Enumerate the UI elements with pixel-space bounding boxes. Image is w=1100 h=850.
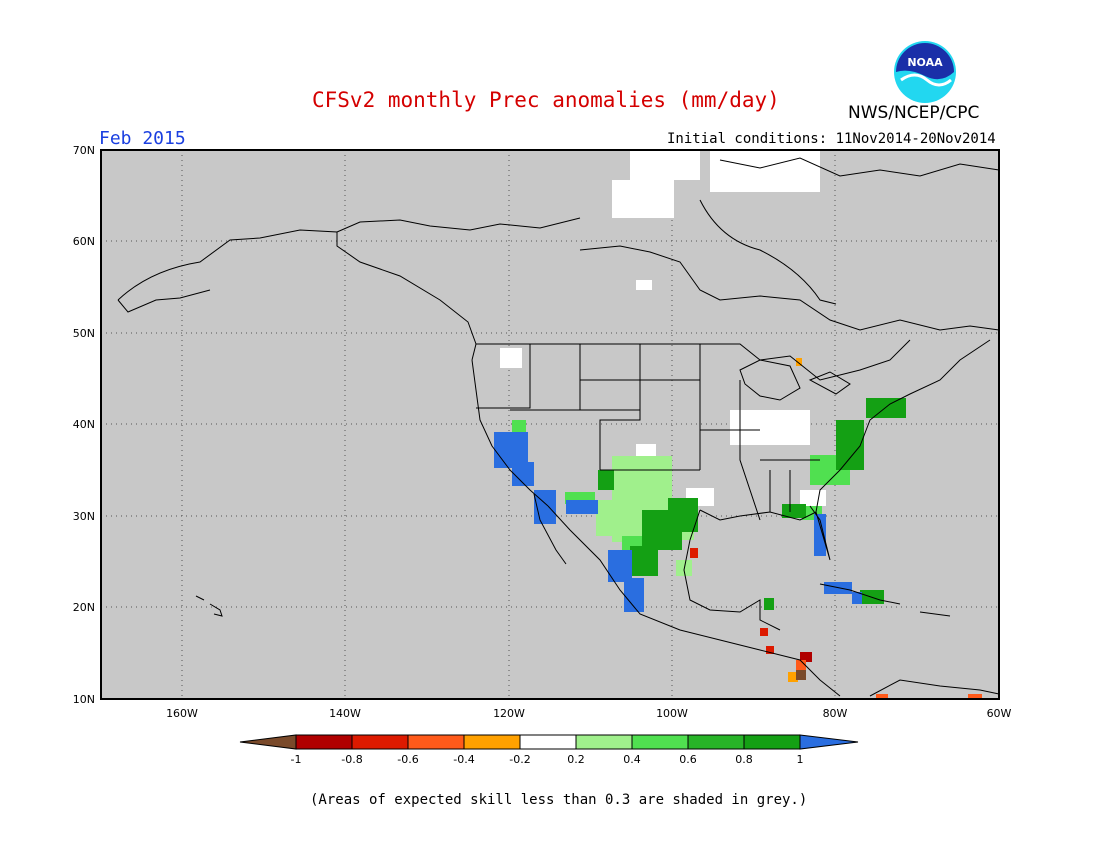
colorbar-label: -0.6	[397, 753, 418, 766]
colorbar-box	[743, 734, 801, 750]
colorbar-label: 0.6	[679, 753, 697, 766]
anomaly-blue-areas	[494, 432, 862, 612]
longitude-labels: 160W 140W 120W 100W 80W 60W	[166, 707, 1011, 720]
colorbar	[239, 734, 859, 750]
initial-conditions-label: Initial conditions: 11Nov2014-20Nov2014	[667, 131, 996, 147]
lat-label: 20N	[73, 601, 95, 614]
skill-footnote: (Areas of expected skill less than 0.3 a…	[310, 792, 808, 808]
map-background	[101, 150, 999, 699]
colorbar-label: 1	[797, 753, 804, 766]
colorbar-label: -1	[291, 753, 302, 766]
colorbar-low-arrow	[239, 734, 297, 750]
anomaly-dark-green-areas	[598, 398, 906, 610]
colorbar-high-arrow	[799, 734, 859, 750]
lat-label: 60N	[73, 235, 95, 248]
colorbar-label: 0.8	[735, 753, 753, 766]
colorbar-box	[351, 734, 409, 750]
colorbar-box	[295, 734, 353, 750]
lat-label: 30N	[73, 510, 95, 523]
chart-title: CFSv2 monthly Prec anomalies (mm/day)	[312, 88, 780, 112]
colorbar-box	[631, 734, 689, 750]
lat-label: 40N	[73, 418, 95, 431]
noaa-logo-text: NOAA	[907, 56, 943, 69]
colorbar-label: -0.8	[341, 753, 362, 766]
coastlines	[117, 157, 1000, 697]
lon-label: 100W	[656, 707, 688, 720]
valid-month-label: Feb 2015	[99, 128, 186, 149]
latitude-labels: 70N 60N 50N 40N 30N 20N 10N	[73, 144, 95, 706]
noaa-logo: NOAA	[893, 40, 957, 104]
colorbar-box	[407, 734, 465, 750]
colorbar-label: 0.4	[623, 753, 641, 766]
colorbar-box	[463, 734, 521, 750]
lat-label: 70N	[73, 144, 95, 157]
colorbar-labels: -1 -0.8 -0.6 -0.4 -0.2 0.2 0.4 0.6 0.8 1	[291, 753, 804, 766]
lon-label: 160W	[166, 707, 198, 720]
anomaly-white-areas	[500, 150, 826, 506]
colorbar-label: -0.2	[509, 753, 530, 766]
anomaly-dry-areas	[690, 358, 982, 699]
colorbar-label: -0.4	[453, 753, 474, 766]
colorbar-box	[687, 734, 745, 750]
colorbar-label: 0.2	[567, 753, 585, 766]
lat-label: 50N	[73, 327, 95, 340]
map-frame	[100, 149, 1000, 700]
lon-label: 60W	[987, 707, 1012, 720]
agency-label: NWS/NCEP/CPC	[848, 103, 980, 123]
lat-label: 10N	[73, 693, 95, 706]
colorbar-box	[575, 734, 633, 750]
lon-label: 120W	[493, 707, 525, 720]
lon-label: 80W	[823, 707, 848, 720]
colorbar-box	[519, 734, 577, 750]
lon-label: 140W	[329, 707, 361, 720]
